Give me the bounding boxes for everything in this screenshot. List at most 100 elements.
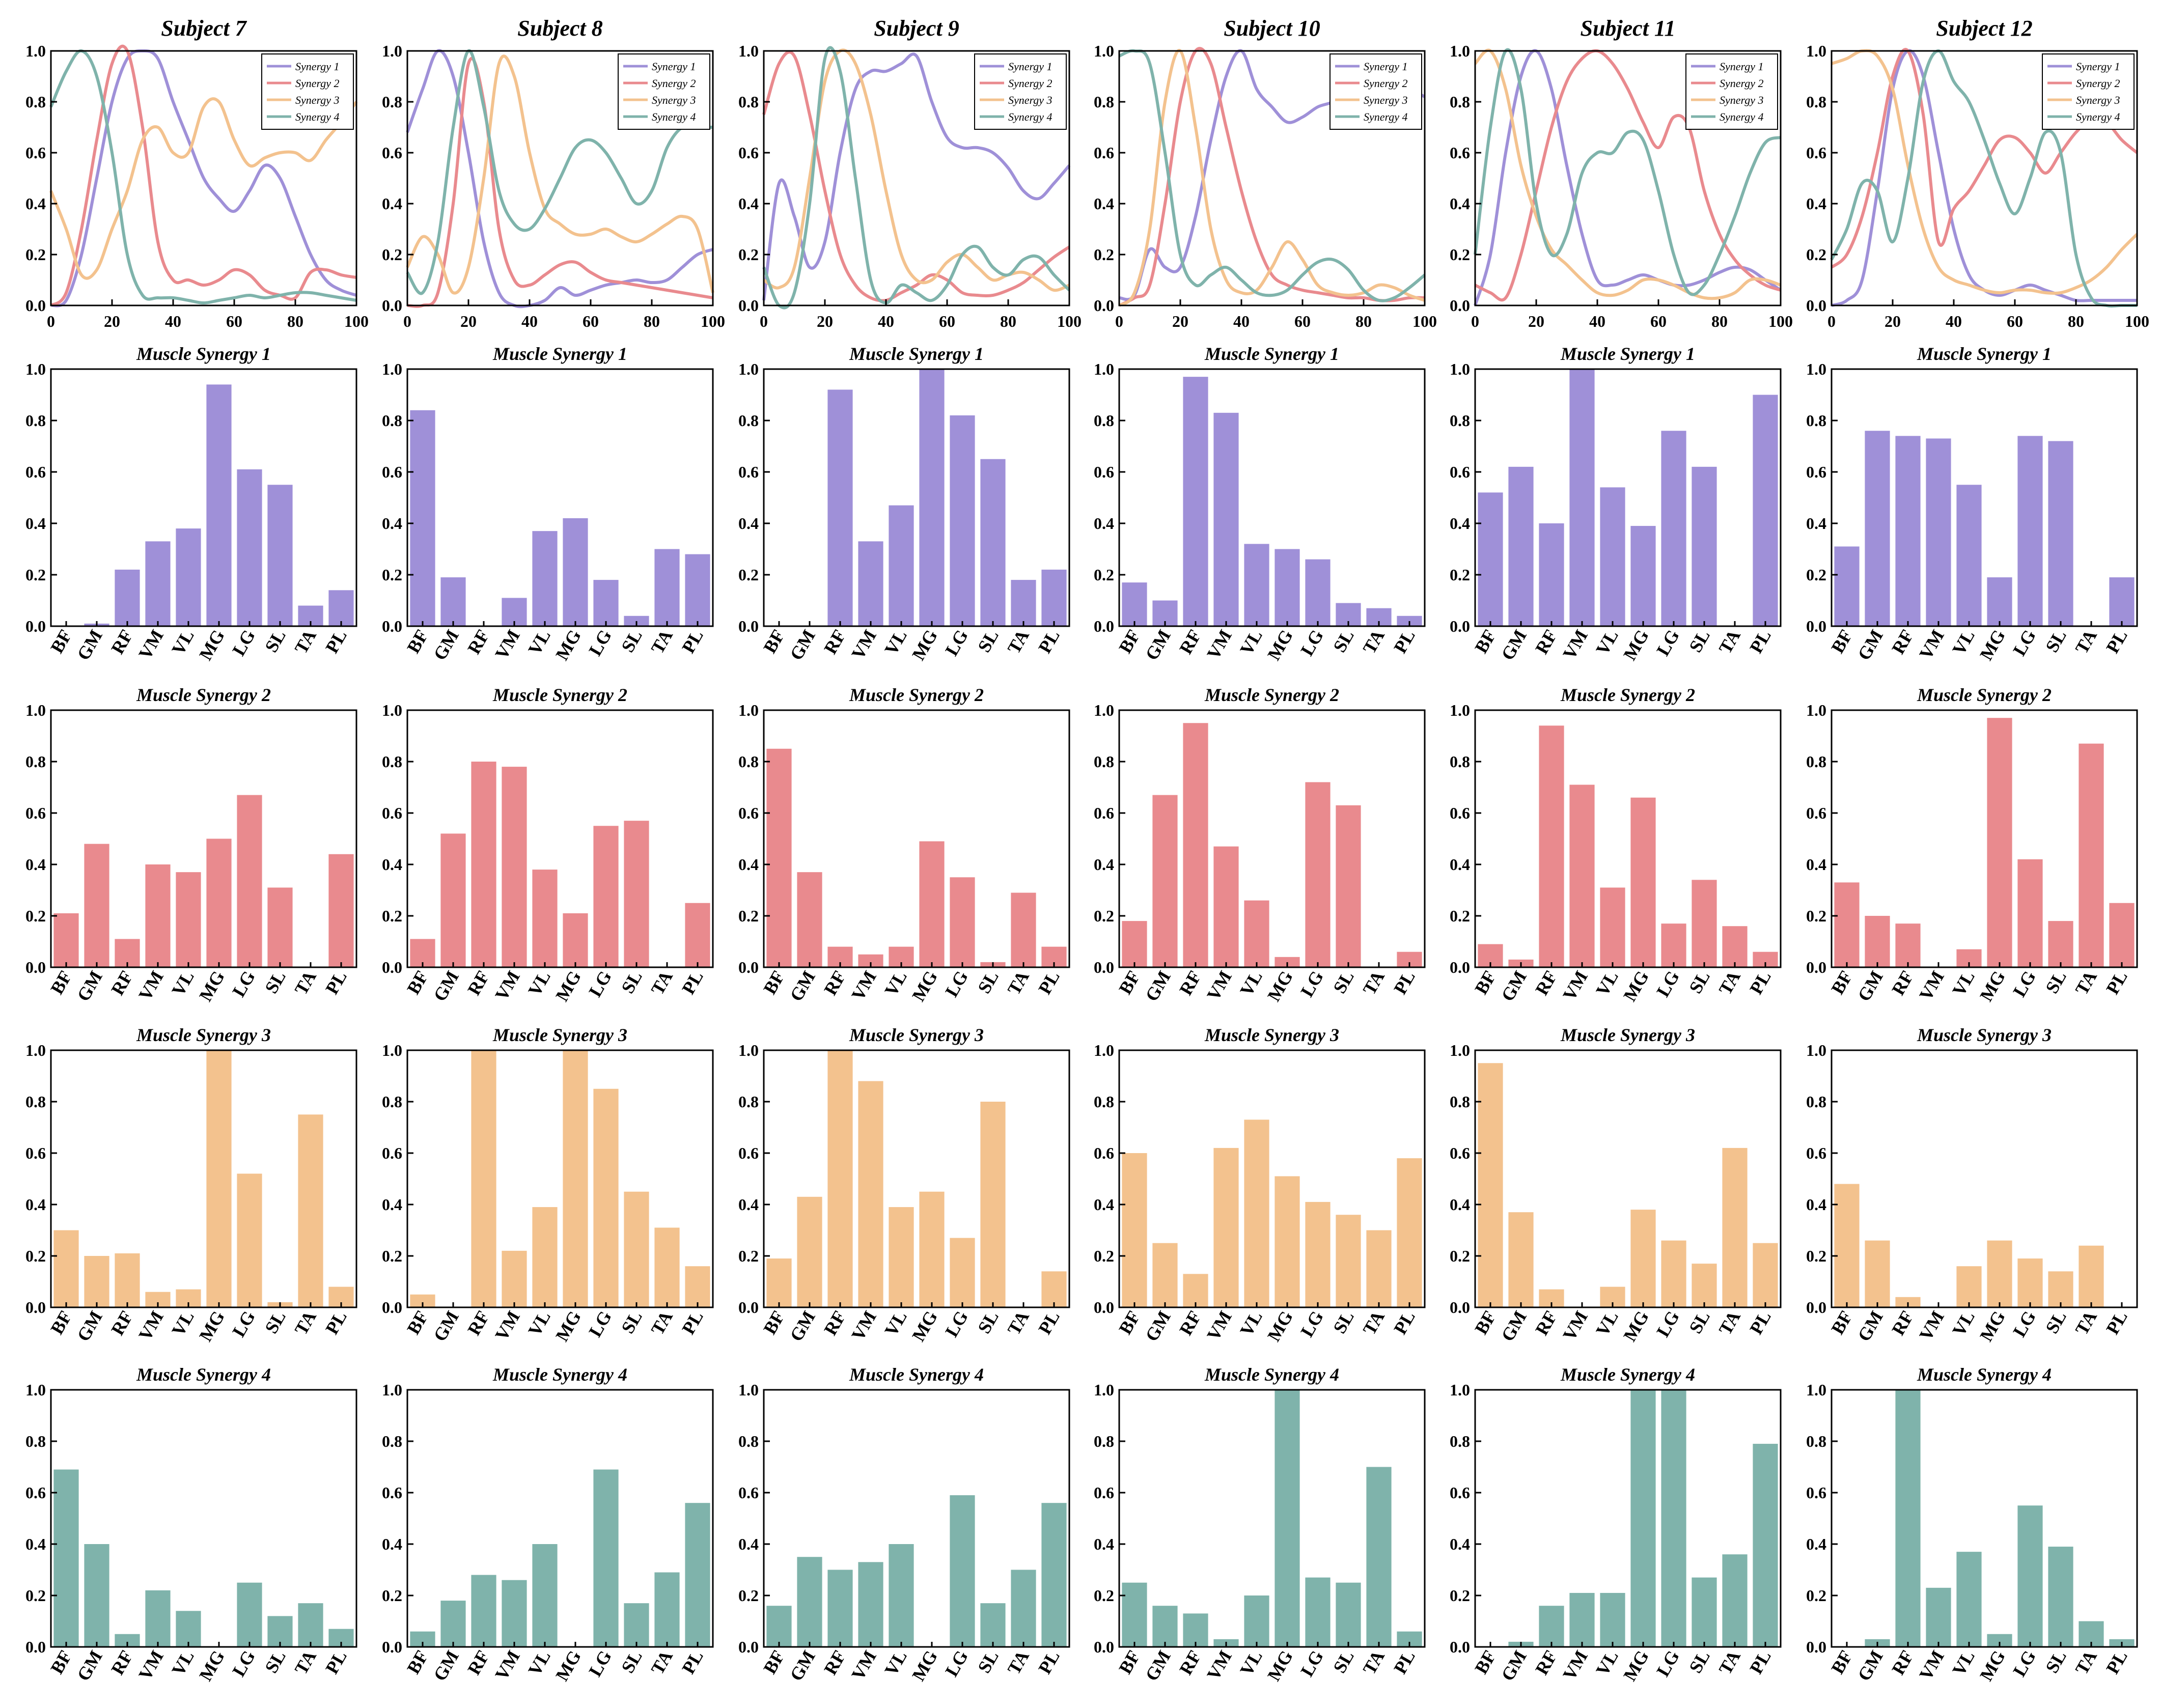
subject-2-synergy-3-xtick-label-gm: GM [429,1307,463,1345]
subject-1-curves-ytick-label: 0.4 [25,194,46,213]
subject-6-synergy-3-bar-ta [2079,1245,2104,1307]
subject-6-synergy-4-xtick-label-vm: VM [1915,1647,1948,1684]
subject-5-synergy-1-bar-vm [1569,369,1595,626]
subject-6-synergy-4-xtick-label-bf: BF [1827,1647,1857,1677]
subject-4-synergy-1-bar-vl [1244,544,1269,626]
subject-2-synergy-1-bar-vl [532,531,558,626]
subject-4-synergy-3-axes-frame [1118,1049,1426,1308]
subject-1-synergy-3-xtick-label-vl: VL [168,1307,198,1339]
subject-5-synergy-3-xtick-label-vm: VM [1559,1307,1592,1344]
subject-3-synergy-1-ytick-label: 0.4 [738,514,759,533]
subject-6-curves-line-synergy-4 [1830,49,2137,308]
subject-5-synergy-1-ytick-label: 1.0 [1450,360,1470,378]
subject-2-synergy-4-bar-sl [624,1603,649,1647]
subject-6-synergy-3-xtick-label-bf: BF [1827,1307,1857,1338]
subject-3-synergy-3-bar-sl [980,1102,1006,1307]
subject-1-curves-ytick-label: 0.2 [25,245,46,264]
subject-1-synergy-4-xtick-label-vl: VL [168,1647,198,1679]
subject-3-synergy-4-xtick-label-sl: SL [974,1647,1003,1676]
subject-3-synergy-2-xtick-label-bf: BF [759,967,789,998]
subject-1-synergy-2-bar-bf [53,913,79,967]
subject-6-synergy-3-xtick-label-ta: TA [2071,1307,2101,1338]
subject-4-synergy-3-xtick-label-pl: PL [1390,1307,1419,1338]
subject-6-synergy-2-xtick-label-vm: VM [1915,967,1948,1004]
subject-1-synergy-3-xtick-label-lg: LG [228,1307,259,1340]
subject-2-synergy-3-bar-pl [685,1266,710,1307]
subject-3-synergy-4-xtick-label-bf: BF [759,1647,789,1677]
subject-6-synergy-4-bar-sl [2048,1547,2073,1647]
subject-6-curves-ytick-label: 0.2 [1806,245,1826,264]
subject-1-synergy-3-axes-frame [50,1049,357,1308]
subject-3-synergy-4-xtick-label-lg: LG [941,1647,972,1680]
subject-4-synergy-2-ytick-label: 0.0 [1094,958,1114,976]
subject-5-synergy-3-bar-ta [1722,1147,1748,1307]
subject-6-synergy-3-xtick-label-lg: LG [2009,1307,2040,1340]
subject-1-curves-xtick-label: 20 [104,312,120,330]
subject-6-synergy-3-ytick-label: 0.4 [1806,1195,1826,1214]
subject-6-curves-xtick-label: 100 [2125,312,2149,330]
subject-2-synergy-2-bar-vm [502,767,527,967]
subject-4-synergy-1-xtick-label-vl: VL [1236,626,1266,658]
subject-4-synergy-4-axes-frame [1118,1389,1426,1648]
subject-6-curves-legend-label-1: Synergy 1 [2076,60,2120,73]
subject-3-curves-ytick-label: 1.0 [738,42,759,60]
subject-6-synergy-4-ytick-label: 1.0 [1806,1381,1826,1399]
subject-5-curves-line-synergy-4 [1474,48,1781,296]
subject-1-synergy-1-ytick-label: 0.4 [25,514,46,533]
subject-6-synergy-2-bar-bf [1834,882,1860,967]
subject-5-curves-xtick-label: 20 [1528,312,1544,330]
subject-2-synergy-2-xtick-label-gm: GM [429,967,463,1005]
subject-6-curves-ytick-label: 1.0 [1806,42,1826,60]
subject-2-synergy-1-bar-bf [410,410,435,626]
subject-2-synergy-4-xtick-label-mg: MG [551,1647,585,1685]
subject-4-curves-line-synergy-4 [1118,49,1426,302]
subject-2-curves-xtick-label: 40 [521,312,538,330]
subject-4-synergy-2-title: Muscle Synergy 2 [1204,685,1339,705]
subject-4-synergy-2-bar-mg [1275,957,1300,967]
subject-6-synergy-4-xtick-label-lg: LG [2009,1647,2040,1680]
subject-2-synergy-4-ytick-label: 0.8 [382,1432,402,1450]
subject-3-synergy-1-xtick-label-pl: PL [1034,626,1064,657]
subject-5-synergy-4-xtick-label-vl: VL [1592,1647,1622,1679]
subject-5-curves-legend-label-3: Synergy 3 [1720,94,1764,106]
subject-4-synergy-2-bar-sl [1336,805,1361,967]
subject-4-synergy-1-ytick-label: 0.8 [1094,411,1114,430]
subject-4-synergy-3-bar-rf [1183,1274,1208,1307]
subject-3-synergy-1-bar-ta [1011,580,1036,626]
subject-4-synergy-2-xtick-label-sl: SL [1329,967,1358,997]
subject-3-synergy-2-title: Muscle Synergy 2 [849,685,984,705]
subject-5-synergy-1-xtick-label-pl: PL [1746,626,1775,657]
subject-3-synergy-3-xtick-label-lg: LG [941,1307,972,1340]
subject-5-synergy-3-xtick-label-vl: VL [1592,1307,1622,1339]
subject-6-synergy-1-bar-lg [2017,436,2043,626]
subject-1-synergy-1-xtick-label-ta: TA [291,626,320,657]
subject-2-synergy-4-bar-ta [654,1572,680,1647]
subject-1-synergy-3-title: Muscle Synergy 3 [136,1025,271,1045]
subject-5-synergy-3-xtick-label-lg: LG [1652,1307,1683,1340]
subject-2-synergy-3-ytick-label: 0.0 [382,1298,402,1317]
subject-6-curves-ytick-label: 0.0 [1806,296,1826,315]
subject-3-synergy-4-bar-bf [766,1606,792,1647]
subject-4-synergy-2-xtick-label-ta: TA [1359,967,1389,998]
subject-6-curves-legend-label-3: Synergy 3 [2076,94,2120,106]
subject-2-synergy-3-xtick-label-bf: BF [403,1307,432,1338]
subject-6-synergy-4-ytick-label: 0.4 [1806,1535,1826,1553]
subject-1-synergy-1-bar-pl [328,590,354,626]
subject-3-synergy-1-bar-sl [980,459,1006,626]
subject-4-synergy-1-ytick-label: 0.0 [1094,617,1114,635]
subject-3-synergy-3-xtick-label-gm: GM [786,1307,819,1345]
subject-5-synergy-4-axes-frame [1474,1389,1782,1648]
subject-4-synergy-1-xtick-label-sl: SL [1329,626,1358,656]
subject-5-synergy-4-xtick-label-gm: GM [1497,1647,1531,1685]
subject-5-synergy-2-xtick-label-lg: LG [1652,967,1683,1000]
subject-4-curves-xtick-label: 0 [1115,312,1123,330]
subject-3-synergy-1-xtick-label-mg: MG [908,626,941,664]
subject-3-curves-xtick-label: 0 [760,312,768,330]
subject-1-synergy-3-ytick-label: 0.2 [25,1247,46,1265]
subject-1-synergy-4-bar-sl [267,1616,293,1647]
subject-2-synergy-1-ytick-label: 0.0 [382,617,402,635]
subject-4-synergy-4-xtick-label-ta: TA [1359,1647,1389,1678]
subject-5-synergy-4-xtick-label-lg: LG [1652,1647,1683,1680]
subject-2-synergy-1-ytick-label: 0.4 [382,514,402,533]
subject-1-synergy-1-bar-lg [237,469,262,626]
